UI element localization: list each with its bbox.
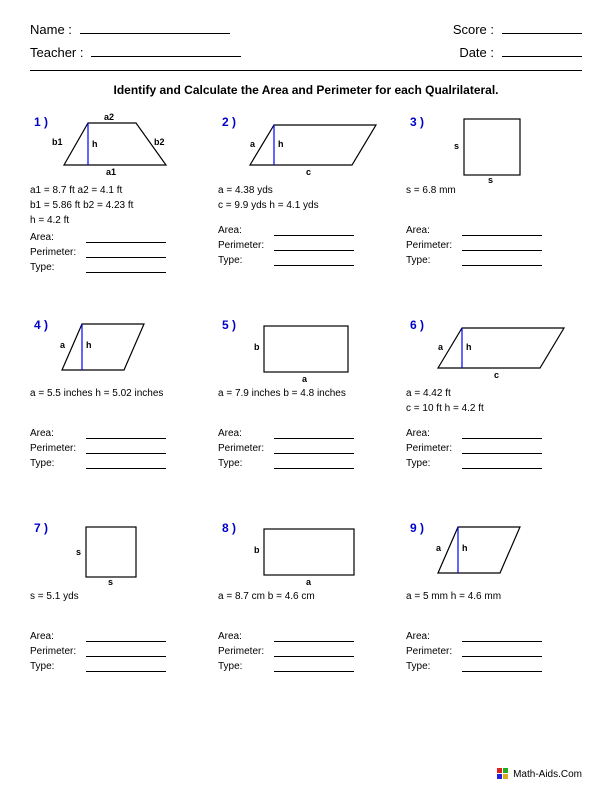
problem-number: 7 )	[34, 521, 48, 535]
shape-parallelogram: a h c	[246, 115, 376, 177]
answers: Area: Perimeter: Type:	[30, 232, 206, 273]
footer-text: Math-Aids.Com	[513, 769, 582, 780]
problem-number: 8 )	[222, 521, 236, 535]
shape-square: s s	[434, 115, 564, 177]
measurements: s = 5.1 yds	[30, 589, 206, 627]
measurements: a = 4.42 ft c = 10 ft h = 4.2 ft	[406, 386, 582, 424]
measurements: a = 5 mm h = 4.6 mm	[406, 589, 582, 627]
problem-9: 9 ) a h a = 5 mm h = 4.6 mm Area: Perime…	[406, 517, 582, 712]
problem-6: 6 ) a h c a = 4.42 ft c = 10 ft h = 4.2 …	[406, 314, 582, 509]
answers: Area: Perimeter: Type:	[406, 225, 582, 266]
shape-rhombus: a h	[58, 318, 188, 380]
problem-2: 2 ) a h c a = 4.38 yds c = 9.9 yds h = 4…	[218, 111, 394, 306]
problem-number: 6 )	[410, 318, 424, 332]
instruction: Identify and Calculate the Area and Peri…	[30, 83, 582, 97]
answers: Area: Perimeter: Type:	[406, 631, 582, 672]
answers: Area: Perimeter: Type:	[218, 428, 394, 469]
measurements: a = 5.5 inches h = 5.02 inches	[30, 386, 206, 424]
problem-3: 3 ) s s s = 6.8 mm Area: Perimeter: Type…	[406, 111, 582, 306]
measurements: a1 = 8.7 ft a2 = 4.1 ft b1 = 5.86 ft b2 …	[30, 183, 206, 228]
shape-trapezoid: a2 b1 b2 h a1	[58, 115, 188, 177]
problem-number: 3 )	[410, 115, 424, 129]
problem-number: 9 )	[410, 521, 424, 535]
problem-number: 1 )	[34, 115, 48, 129]
score-label: Score :	[453, 22, 494, 37]
measurements: a = 4.38 yds c = 9.9 yds h = 4.1 yds	[218, 183, 394, 221]
logo-icon	[497, 768, 509, 780]
problem-number: 4 )	[34, 318, 48, 332]
problem-4: 4 ) a h a = 5.5 inches h = 5.02 inches A…	[30, 314, 206, 509]
teacher-line	[91, 43, 241, 57]
header-row-2: Teacher : Date :	[30, 43, 582, 60]
problem-number: 2 )	[222, 115, 236, 129]
shape-rhombus: a h	[434, 521, 564, 583]
measurements: a = 8.7 cm b = 4.6 cm	[218, 589, 394, 627]
problem-7: 7 ) s s s = 5.1 yds Area: Perimeter: Typ…	[30, 517, 206, 712]
answers: Area: Perimeter: Type:	[218, 631, 394, 672]
shape-rectangle: b a	[246, 521, 376, 583]
name-label: Name :	[30, 22, 72, 37]
date-line	[502, 43, 582, 57]
score-line	[502, 20, 582, 34]
name-line	[80, 20, 230, 34]
shape-square: s s	[58, 521, 188, 583]
divider	[30, 70, 582, 71]
answers: Area: Perimeter: Type:	[406, 428, 582, 469]
answers: Area: Perimeter: Type:	[30, 631, 206, 672]
problem-1: 1 ) a2 b1 b2 h a1 a1 = 8.7 ft a2 = 4.1 f…	[30, 111, 206, 306]
measurements: a = 7.9 inches b = 4.8 inches	[218, 386, 394, 424]
problem-5: 5 ) b a a = 7.9 inches b = 4.8 inches Ar…	[218, 314, 394, 509]
date-label: Date :	[459, 45, 494, 60]
problem-8: 8 ) b a a = 8.7 cm b = 4.6 cm Area: Peri…	[218, 517, 394, 712]
footer: Math-Aids.Com	[497, 768, 582, 780]
answers: Area: Perimeter: Type:	[30, 428, 206, 469]
problems-grid: 1 ) a2 b1 b2 h a1 a1 = 8.7 ft a2 = 4.1 f…	[30, 111, 582, 712]
shape-parallelogram: a h c	[434, 318, 564, 380]
shape-rectangle: b a	[246, 318, 376, 380]
measurements: s = 6.8 mm	[406, 183, 582, 221]
teacher-label: Teacher :	[30, 45, 83, 60]
problem-number: 5 )	[222, 318, 236, 332]
header-row-1: Name : Score :	[30, 20, 582, 37]
answers: Area: Perimeter: Type:	[218, 225, 394, 266]
